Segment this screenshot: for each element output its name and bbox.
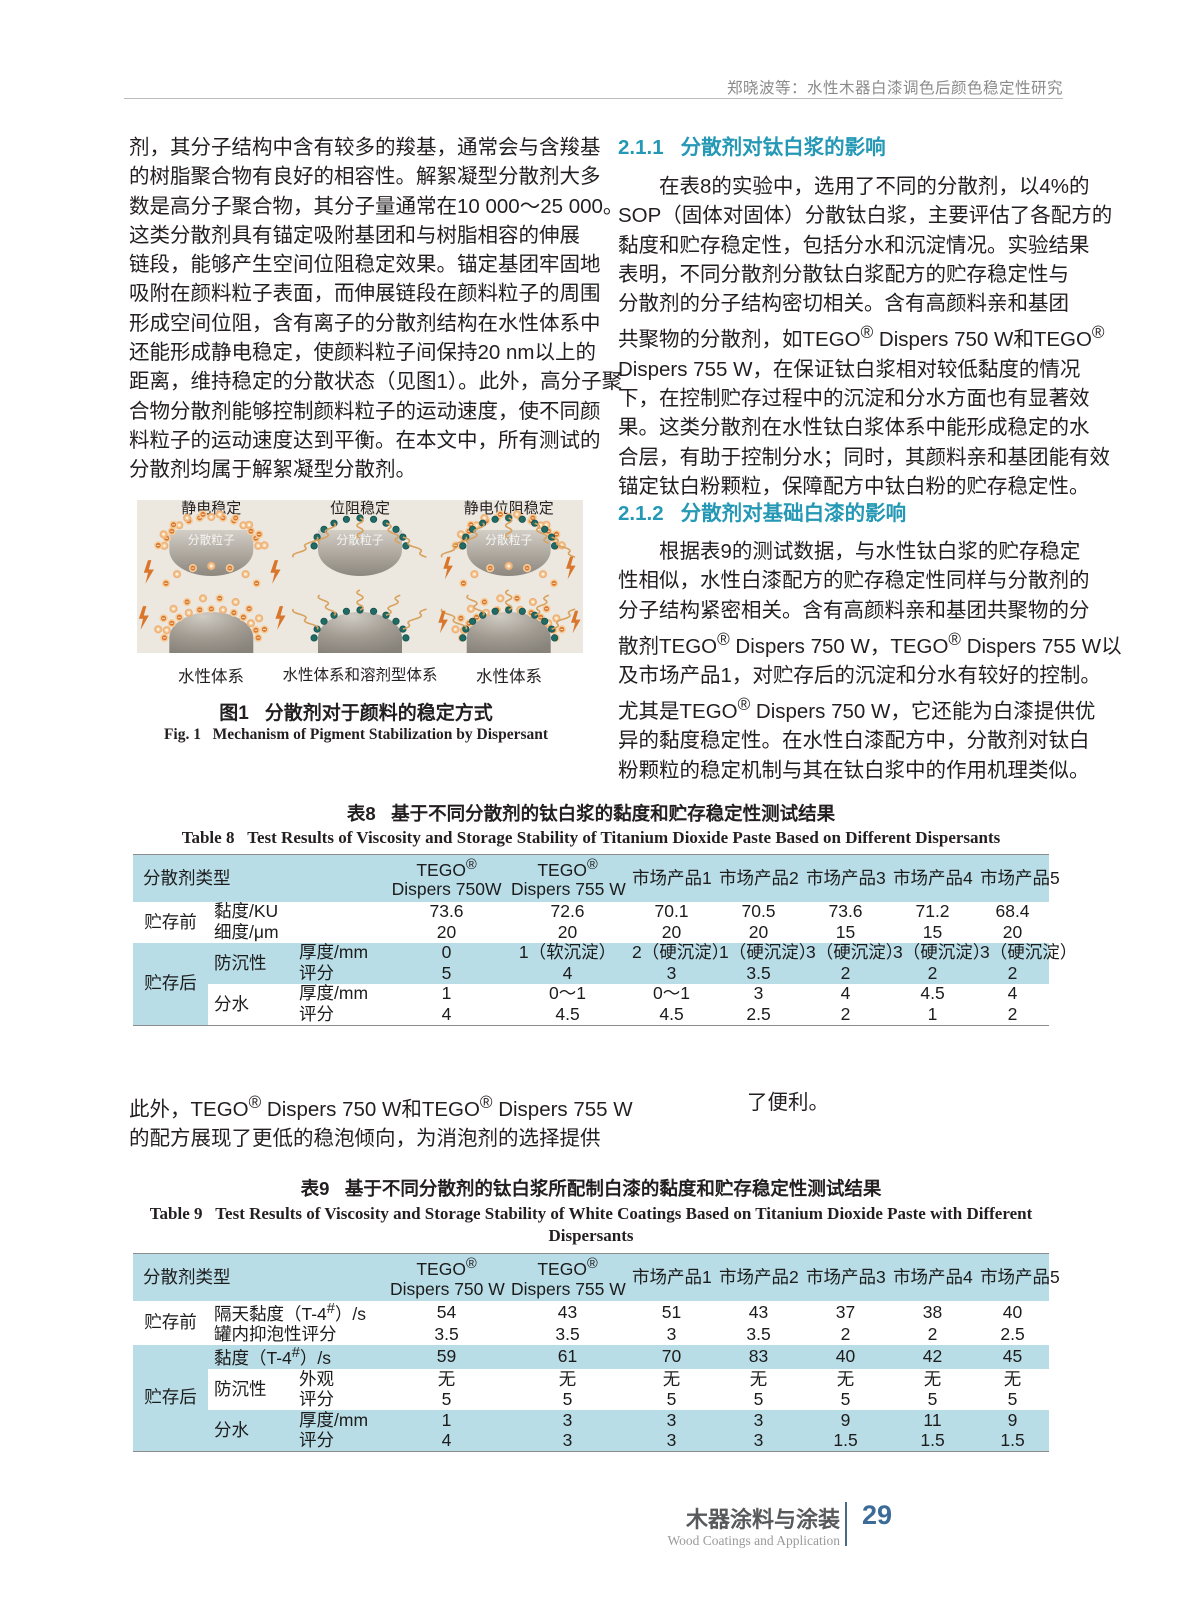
svg-text:分散粒子: 分散粒子	[188, 533, 235, 547]
svg-text:分散粒子: 分散粒子	[336, 533, 383, 547]
svg-text:分散粒子: 分散粒子	[485, 533, 532, 547]
